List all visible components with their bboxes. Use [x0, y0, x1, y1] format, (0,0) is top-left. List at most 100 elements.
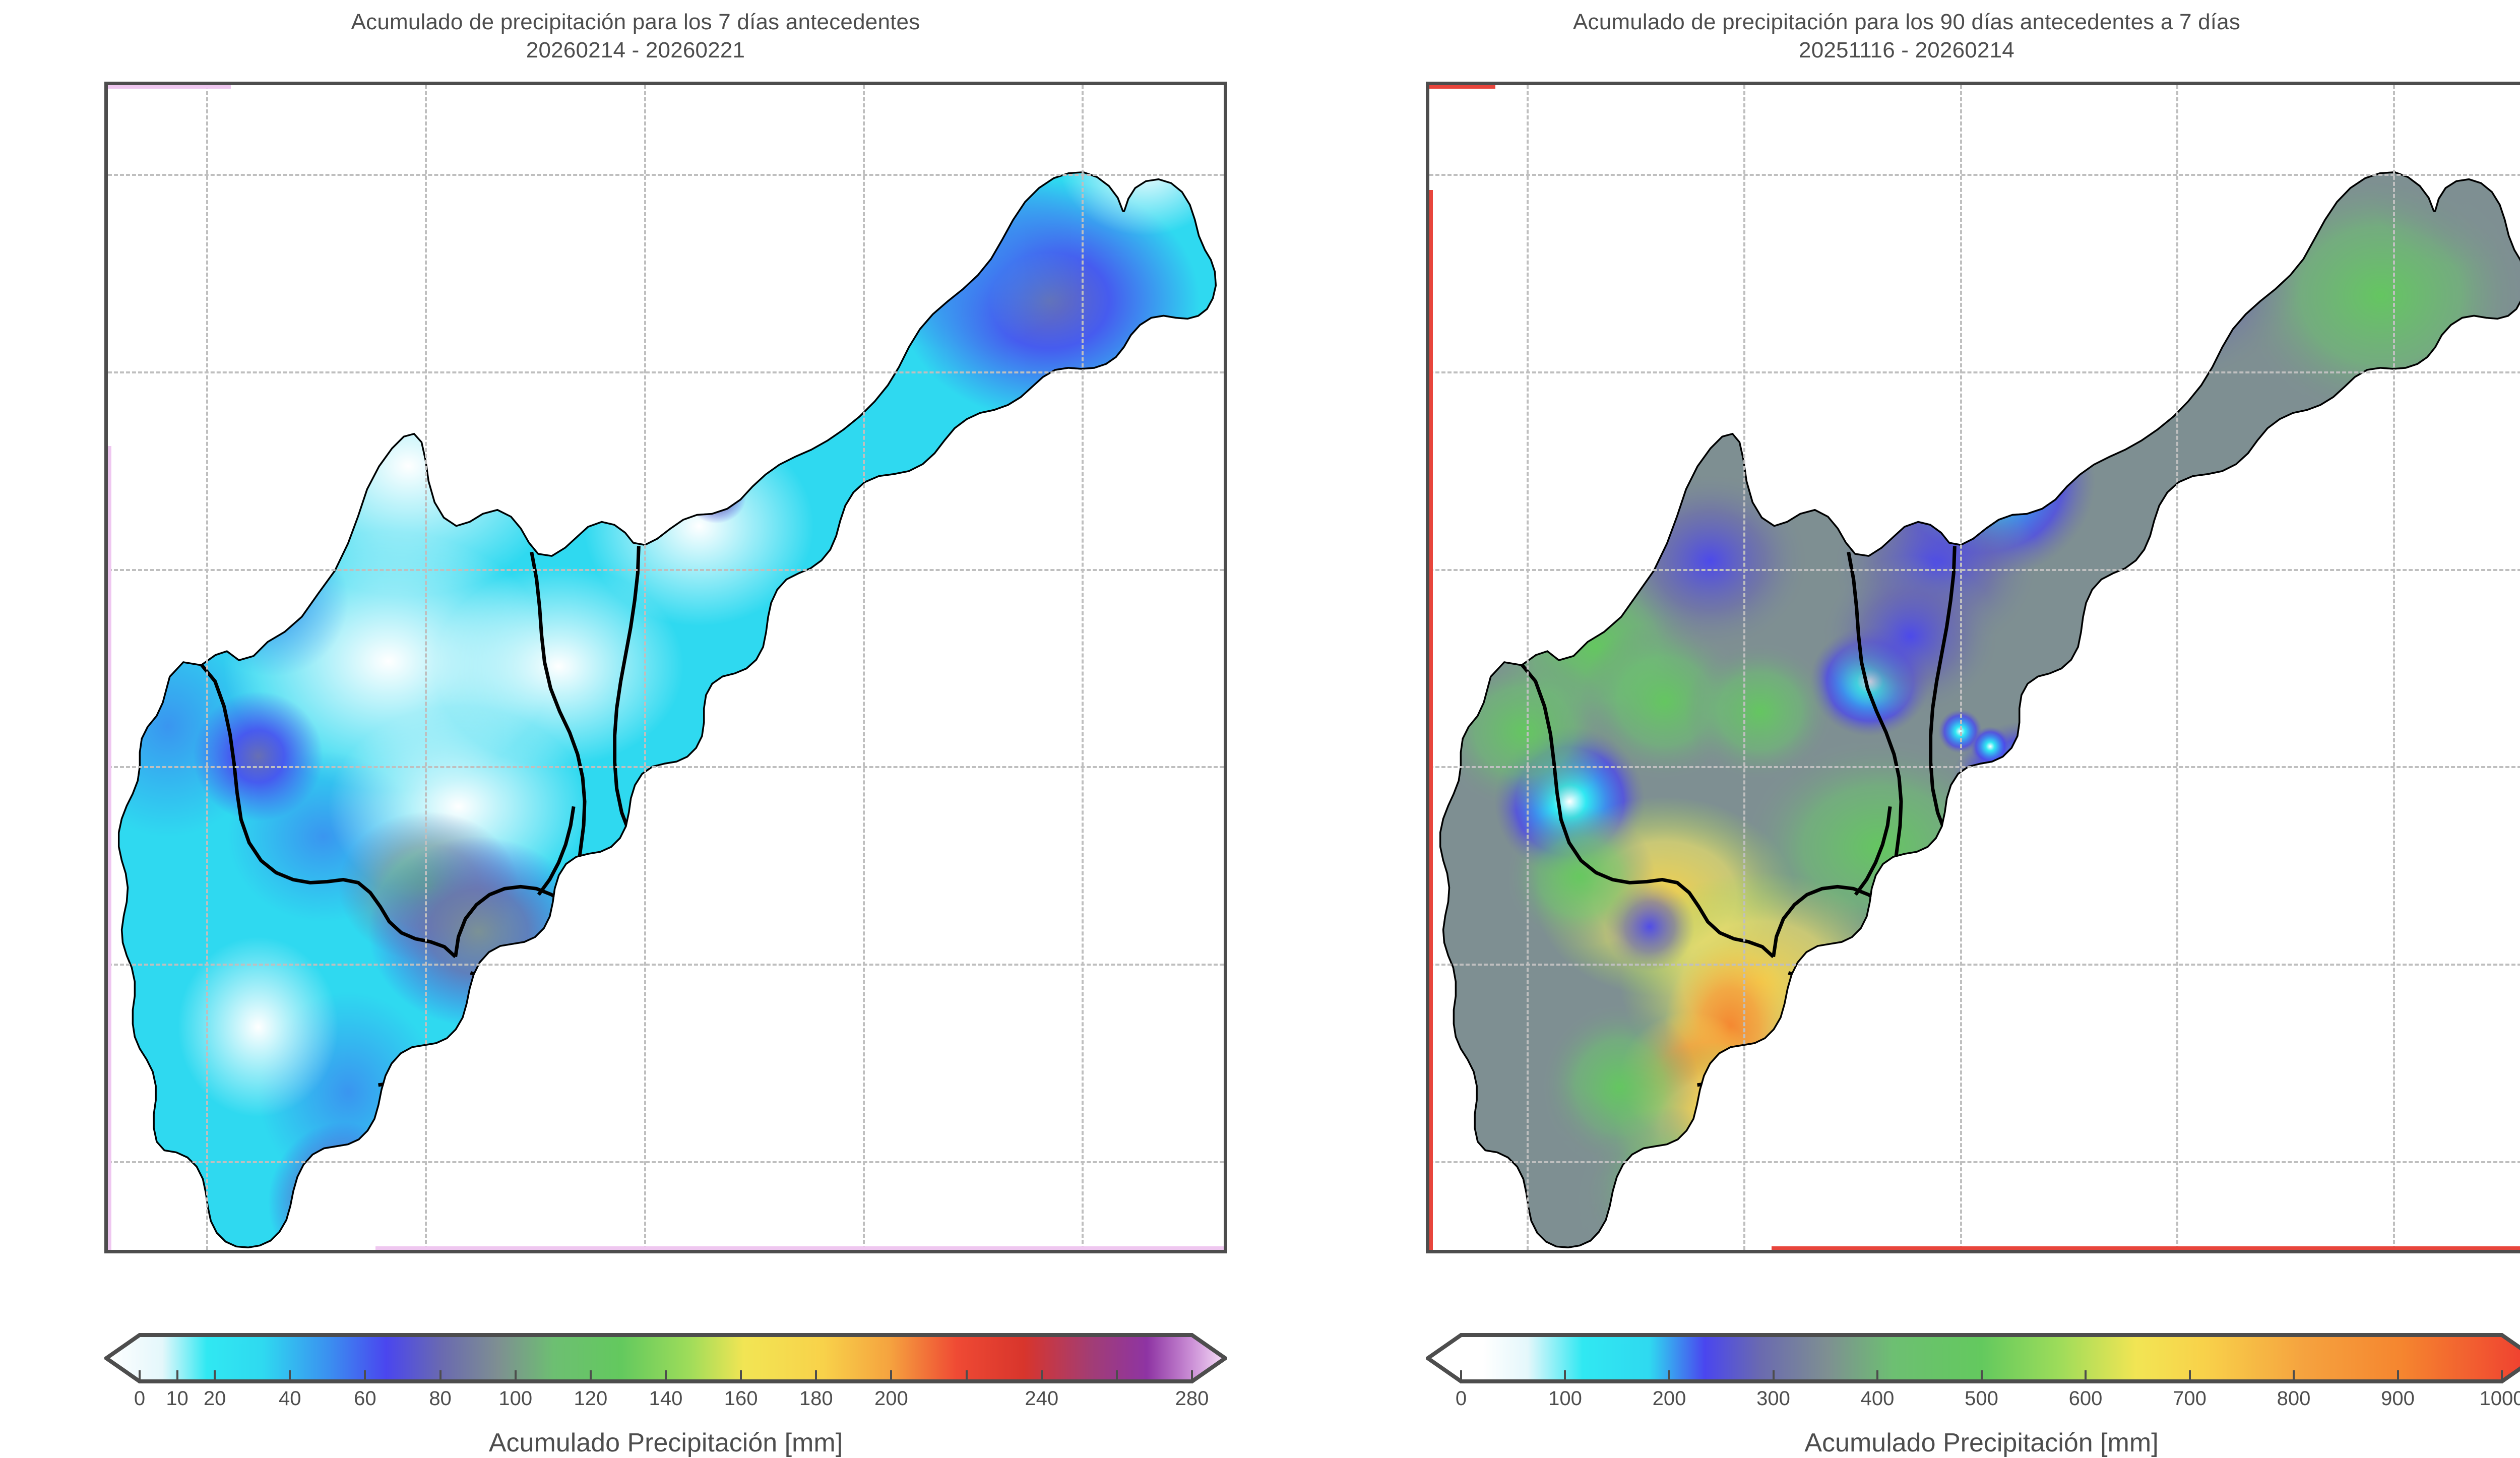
colorbar-tick	[364, 1370, 366, 1383]
colorbar-tick-label: 10	[166, 1387, 188, 1410]
colorlimit-line-top	[1429, 85, 1496, 89]
colorbar-tick	[1191, 1370, 1193, 1383]
colorbar-tick-label: 180	[799, 1387, 833, 1410]
colorlimit-line-bottom	[1772, 1246, 2520, 1250]
grid-line-horizontal	[1429, 766, 2520, 769]
colorlimit-line-top	[108, 85, 231, 89]
colorbar-tick	[1668, 1370, 1670, 1383]
colorbar-tick	[740, 1370, 742, 1383]
colorbar-tick-label: 1000	[2479, 1387, 2520, 1410]
panel-left-title: Acumulado de precipitación para los 7 dí…	[0, 8, 1271, 65]
colorbar-tick-label: 100	[1548, 1387, 1582, 1410]
colorbar-tick-label: 300	[1756, 1387, 1790, 1410]
x-tick	[643, 1250, 646, 1253]
grid-line-vertical	[644, 85, 646, 1250]
colorbar-left: 0 10 20 40 60 80 100 120 140 160 180 200 240 280 Acum…	[104, 1333, 1227, 1457]
y-tick	[1426, 962, 1429, 965]
y-tick	[1426, 370, 1429, 373]
colorlimit-line-left	[1429, 189, 1433, 1250]
colorbar-tick-label: 160	[724, 1387, 758, 1410]
colorbar-tick	[2500, 1370, 2503, 1383]
y-tick	[1426, 765, 1429, 768]
x-tick	[1742, 1250, 1745, 1253]
y-tick	[104, 1160, 108, 1163]
y-tick	[104, 962, 108, 965]
x-tick	[1525, 1250, 1528, 1253]
colorbar-tick	[1564, 1370, 1566, 1383]
colorbar-tick	[1980, 1370, 1983, 1383]
y-tick	[104, 172, 108, 175]
colorbar-tick-label: 240	[1025, 1387, 1059, 1410]
colorbar-tick-label: 400	[1860, 1387, 1895, 1410]
panel-left-title-line2: 20260214 - 20260221	[526, 38, 745, 63]
colorbar-tick	[1460, 1370, 1462, 1383]
panel-left: Acumulado de precipitación para los 7 dí…	[0, 8, 1271, 1457]
grid-line-vertical	[425, 85, 427, 1250]
colorbar-tick	[176, 1370, 178, 1383]
grid-line-horizontal	[1429, 1161, 2520, 1163]
panel-right: Acumulado de precipitación para los 90 d…	[1271, 0, 2520, 1457]
x-tick	[205, 1250, 208, 1253]
colorbar-tick-label: 120	[574, 1387, 608, 1410]
colorbar-tick	[665, 1370, 667, 1383]
colorbar-tick-label: 900	[2381, 1387, 2415, 1410]
grid-line-vertical	[1081, 85, 1084, 1250]
grid-line-vertical	[1960, 85, 1962, 1250]
colorbar-tick	[139, 1370, 141, 1383]
precip-field-left	[117, 171, 1217, 1249]
x-tick	[1959, 1250, 1962, 1253]
map-axes-left[interactable]: 75.70° W75.60° W75.50° W75.40° W75.30° W…	[104, 82, 1227, 1253]
x-tick	[1080, 1250, 1083, 1253]
colorbar-tick	[965, 1370, 968, 1383]
y-tick	[104, 765, 108, 768]
colorbar-label-left: Acumulado Precipitación [mm]	[488, 1428, 843, 1457]
colorbar-tick-label: 800	[2277, 1387, 2311, 1410]
colorbar-tick	[890, 1370, 893, 1383]
x-tick	[423, 1250, 426, 1253]
colorbar-tick	[2084, 1370, 2087, 1383]
grid-line-horizontal	[108, 371, 1224, 373]
y-tick	[1426, 1160, 1429, 1163]
colorbar-tick	[514, 1370, 517, 1383]
colorbar-tick	[1115, 1370, 1118, 1383]
x-tick	[861, 1250, 864, 1253]
grid-line-horizontal	[108, 174, 1224, 176]
grid-line-horizontal	[108, 964, 1224, 966]
map-raster-right	[1429, 85, 2520, 1250]
grid-line-vertical	[1527, 85, 1529, 1250]
panel-right-title-line1: Acumulado de precipitación para los 90 d…	[1572, 10, 2241, 34]
y-tick	[1426, 172, 1429, 175]
colorbar-label-right: Acumulado Precipitación [mm]	[1804, 1428, 2159, 1457]
precip-field-right	[1439, 171, 2520, 1249]
grid-line-horizontal	[1429, 964, 2520, 966]
grid-line-horizontal	[1429, 371, 2520, 373]
colorbar-tick-label: 80	[429, 1387, 452, 1410]
colorbar-tick	[1772, 1370, 1775, 1383]
grid-line-vertical	[1743, 85, 1745, 1250]
x-tick	[2391, 1250, 2395, 1253]
grid-line-horizontal	[1429, 568, 2520, 571]
map-raster-left	[108, 85, 1224, 1250]
grid-line-vertical	[862, 85, 865, 1250]
colorbar-tick	[2397, 1370, 2399, 1383]
grid-line-vertical	[206, 85, 209, 1250]
colorbar-tick-label: 100	[498, 1387, 533, 1410]
colorbar-tick-label: 60	[354, 1387, 376, 1410]
colorbar-tick-label: 40	[279, 1387, 301, 1410]
colorbar-tick-label: 700	[2173, 1387, 2207, 1410]
map-axes-right[interactable]: 75.70° W75.60° W75.50° W75.40° W75.30° W…	[1426, 82, 2520, 1253]
colorbar-tick	[1040, 1370, 1043, 1383]
colorbar-tick-label: 500	[1965, 1387, 1998, 1410]
colorbar-tick-label: 140	[649, 1387, 683, 1410]
panel-right-title: Acumulado de precipitación para los 90 d…	[1271, 8, 2520, 65]
colorlimit-line-bottom	[375, 1246, 1224, 1250]
colorbar-tick	[2293, 1370, 2295, 1383]
grid-line-vertical	[2176, 85, 2179, 1250]
grid-line-horizontal	[108, 766, 1224, 769]
panel-left-title-line1: Acumulado de precipitación para los 7 dí…	[351, 10, 920, 34]
colorbar-tick-label: 200	[1652, 1387, 1686, 1410]
y-tick	[104, 567, 108, 570]
colorbar-tick-label: 0	[1455, 1387, 1467, 1410]
panel-right-title-line2: 20251116 - 20260214	[1799, 38, 2014, 63]
